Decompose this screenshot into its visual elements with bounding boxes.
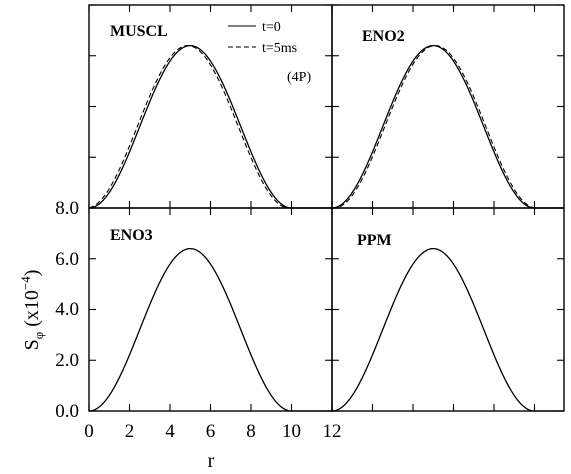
data-curves bbox=[88, 44, 563, 412]
x-tick-label-6: 6 bbox=[206, 421, 216, 442]
annotation-4p: (4P) bbox=[287, 70, 311, 85]
x-tick-label-0: 0 bbox=[84, 421, 94, 442]
series-line-t5ms-muscl bbox=[88, 45, 332, 209]
y-axis-symbol: S bbox=[21, 339, 43, 350]
legend: t=0 t=5ms bbox=[228, 20, 297, 56]
x-tick-label-2: 2 bbox=[125, 421, 135, 442]
legend-label-t0: t=0 bbox=[262, 20, 281, 35]
series-line-t0-eno2 bbox=[331, 44, 563, 209]
y-axis-unit-open: (x10 bbox=[21, 290, 43, 332]
x-tick-label-12: 12 bbox=[323, 421, 342, 442]
y-tick-label-0: 0.0 bbox=[55, 401, 79, 422]
panel-label-eno2: ENO2 bbox=[362, 28, 405, 45]
panel-label-ppm: PPM bbox=[357, 232, 392, 249]
y-axis-title: Sφ (x10−4) bbox=[18, 270, 46, 351]
y-tick-label-8: 8.0 bbox=[55, 198, 79, 219]
x-tick-label-4: 4 bbox=[165, 421, 175, 442]
y-axis-title-text: Sφ (x10−4) bbox=[18, 270, 46, 351]
panel-label-muscl: MUSCL bbox=[110, 23, 168, 40]
panel-label-eno3: ENO3 bbox=[110, 227, 153, 244]
y-axis-unit-close: ) bbox=[21, 270, 43, 277]
x-tick-label-8: 8 bbox=[246, 421, 256, 442]
series-line-t5ms-eno2 bbox=[332, 45, 563, 209]
y-tick-label-4: 4.0 bbox=[55, 299, 79, 320]
y-axis-exponent: −4 bbox=[18, 276, 33, 290]
series-line-t0-eno3 bbox=[88, 247, 332, 412]
y-tick-label-6: 6.0 bbox=[55, 249, 79, 270]
x-tick-label-10: 10 bbox=[282, 421, 301, 442]
series-line-t0-ppm bbox=[331, 247, 563, 412]
x-axis-title: r bbox=[208, 450, 215, 472]
legend-label-t5ms: t=5ms bbox=[262, 41, 297, 56]
y-axis-subscript: φ bbox=[31, 332, 46, 340]
y-tick-label-2: 2.0 bbox=[55, 350, 79, 371]
